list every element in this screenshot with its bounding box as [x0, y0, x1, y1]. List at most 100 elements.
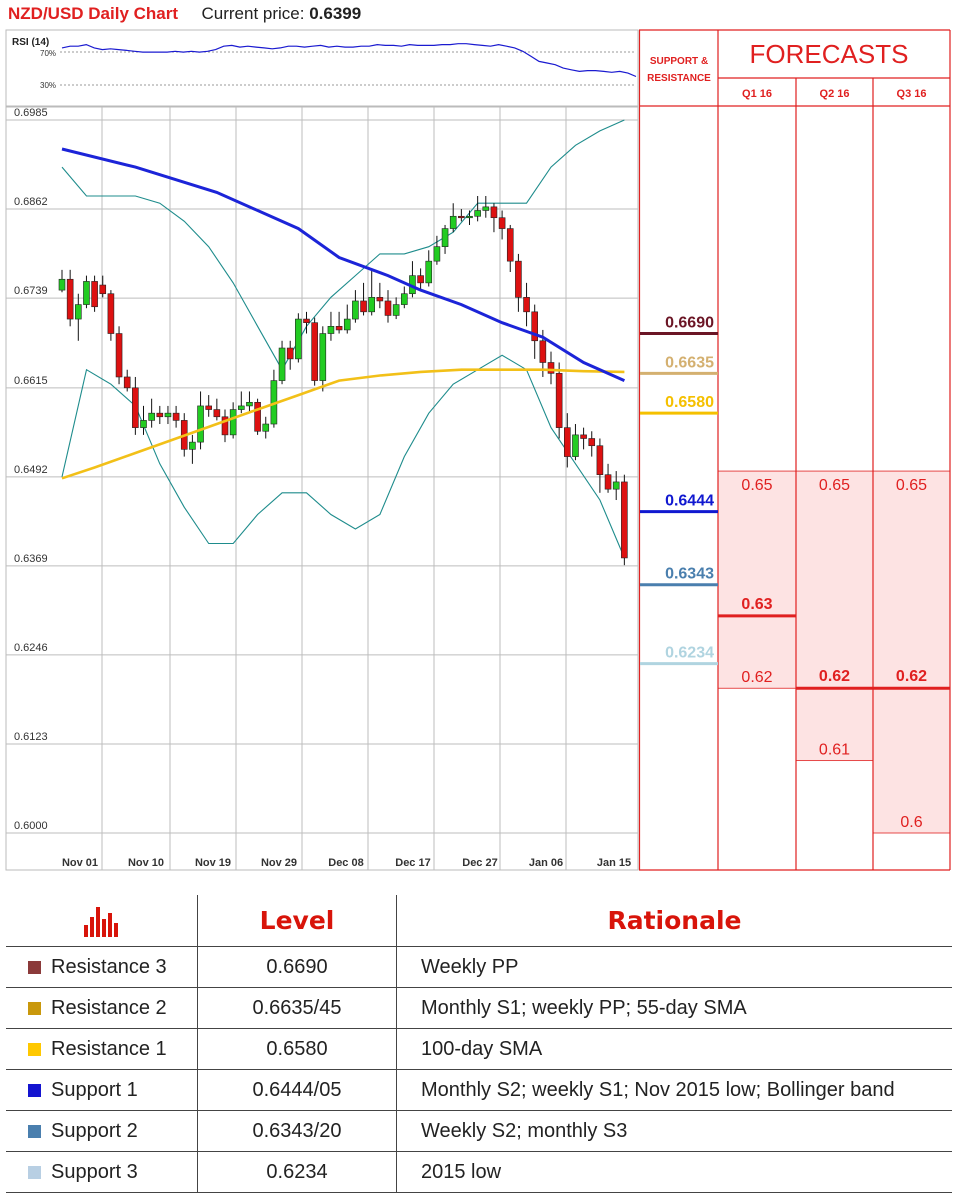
candle — [515, 253, 522, 312]
candle-body — [156, 412, 164, 418]
table-row: Support 1 0.6444/05 Monthly S2; weekly S… — [6, 1069, 952, 1111]
candle-body — [303, 318, 310, 323]
candle-body — [539, 340, 547, 363]
candle — [286, 340, 294, 370]
candle-body — [563, 427, 571, 457]
x-tick-label: Dec 17 — [395, 857, 430, 869]
candle — [621, 474, 628, 566]
candle — [572, 424, 579, 461]
candle — [417, 268, 424, 291]
candle-body — [229, 409, 237, 436]
candle — [466, 210, 473, 225]
sr-title-line1: SUPPORT & — [650, 56, 708, 67]
table-row: Support 2 0.6343/20 Weekly S2; monthly S… — [6, 1110, 952, 1152]
candle-body — [555, 373, 563, 428]
candle-body — [376, 297, 384, 302]
row-name-cell: Support 3 — [6, 1151, 198, 1193]
candle-body — [83, 281, 90, 305]
candle — [83, 275, 90, 309]
candle-body — [482, 206, 490, 211]
y-tick-label: 0.6369 — [14, 553, 48, 565]
candle — [164, 405, 172, 425]
row-level: 0.6635/45 — [197, 987, 397, 1029]
candle-body — [58, 278, 66, 291]
candle — [604, 463, 612, 493]
candle-body — [458, 215, 465, 219]
candle — [205, 395, 212, 417]
candle-body — [531, 311, 539, 342]
candle-body — [286, 347, 294, 360]
row-rationale: Monthly S1; weekly PP; 55-day SMA — [396, 987, 952, 1029]
row-name-cell: Support 1 — [6, 1069, 198, 1111]
candle — [319, 326, 327, 392]
forecast-labels: 0.65 0.63 0.62 0.65 0.62 0.61 0.65 0.62 0.6 — [718, 477, 950, 831]
candle — [555, 362, 563, 439]
candle — [58, 269, 66, 293]
y-tick-label: 0.6739 — [14, 285, 48, 297]
x-tick-label: Jan 06 — [529, 857, 563, 869]
candle — [99, 275, 107, 298]
levels-table: Level Rationale Resistance 3 0.6690 Week… — [6, 895, 952, 1193]
sr-level-label: 0.6690 — [665, 315, 714, 332]
sr-level-label: 0.6635 — [665, 354, 714, 371]
forecast-column-header: Q1 16 — [742, 88, 772, 100]
candle — [197, 391, 204, 450]
candle-body — [441, 228, 449, 247]
row-level: 0.6580 — [197, 1028, 397, 1070]
forecast-panel: SUPPORT & RESISTANCE FORECASTS Q1 16 Q2 1… — [638, 29, 951, 871]
candle — [458, 209, 465, 222]
candle — [441, 224, 449, 254]
candle-body — [148, 412, 155, 421]
forecast-column-header: Q3 16 — [897, 88, 927, 100]
sma-55-line — [61, 147, 626, 382]
candle-body — [392, 304, 400, 316]
candle-body — [164, 412, 172, 418]
candle — [368, 268, 376, 316]
candle — [327, 311, 335, 341]
forecasts-title: FORECASTS — [750, 39, 909, 69]
candle-body — [327, 325, 335, 334]
forecast-main-label: 0.62 — [819, 668, 850, 685]
candle-body — [238, 405, 245, 410]
candle-body — [466, 215, 473, 219]
candle-body — [278, 347, 286, 381]
row-rationale: Monthly S2; weekly S1; Nov 2015 low; Bol… — [396, 1069, 952, 1111]
row-level: 0.6234 — [197, 1151, 397, 1193]
candle-body — [547, 362, 555, 374]
candle-body — [515, 260, 522, 298]
forecast-column-header: Q2 16 — [820, 88, 850, 100]
candle — [352, 290, 359, 323]
forecast-high-label: 0.65 — [819, 477, 850, 494]
candle-body — [123, 376, 131, 389]
row-name: Support 3 — [51, 1160, 138, 1183]
candle — [547, 351, 555, 385]
row-name: Resistance 1 — [51, 1037, 167, 1060]
forecast-low-label: 0.6 — [900, 814, 922, 831]
candle — [612, 471, 620, 501]
candle — [311, 317, 318, 386]
candle-body — [596, 445, 604, 475]
forecast-ranges — [717, 470, 951, 834]
candle-body — [262, 423, 270, 432]
candle-body — [319, 333, 327, 381]
x-tick-label: Dec 27 — [462, 857, 497, 869]
bar-chart-icon — [83, 906, 118, 937]
candle — [189, 434, 196, 464]
current-price: 0.6399 — [309, 4, 362, 23]
rsi-panel: RSI (14) 70% 30% — [5, 29, 639, 107]
row-name: Resistance 3 — [51, 955, 167, 978]
row-level: 0.6343/20 — [197, 1110, 397, 1152]
chart-title-line: NZD/USD Daily Chart Current price: 0.639… — [8, 4, 361, 24]
x-axis-labels: Nov 01 Nov 10 Nov 19 Nov 29 Dec 08 Dec 17 Dec … — [62, 857, 631, 869]
row-rationale: 2015 low — [396, 1151, 952, 1193]
table-row: Resistance 3 0.6690 Weekly PP — [6, 946, 952, 988]
candle — [278, 340, 286, 385]
candle — [75, 293, 82, 341]
candle-body — [140, 420, 147, 428]
candle-body — [400, 293, 408, 305]
candle-body — [474, 210, 481, 217]
candle-body — [368, 297, 376, 313]
forecast-low-label: 0.61 — [819, 742, 850, 759]
candle-body — [425, 260, 433, 284]
y-tick-label: 0.6123 — [14, 731, 48, 743]
